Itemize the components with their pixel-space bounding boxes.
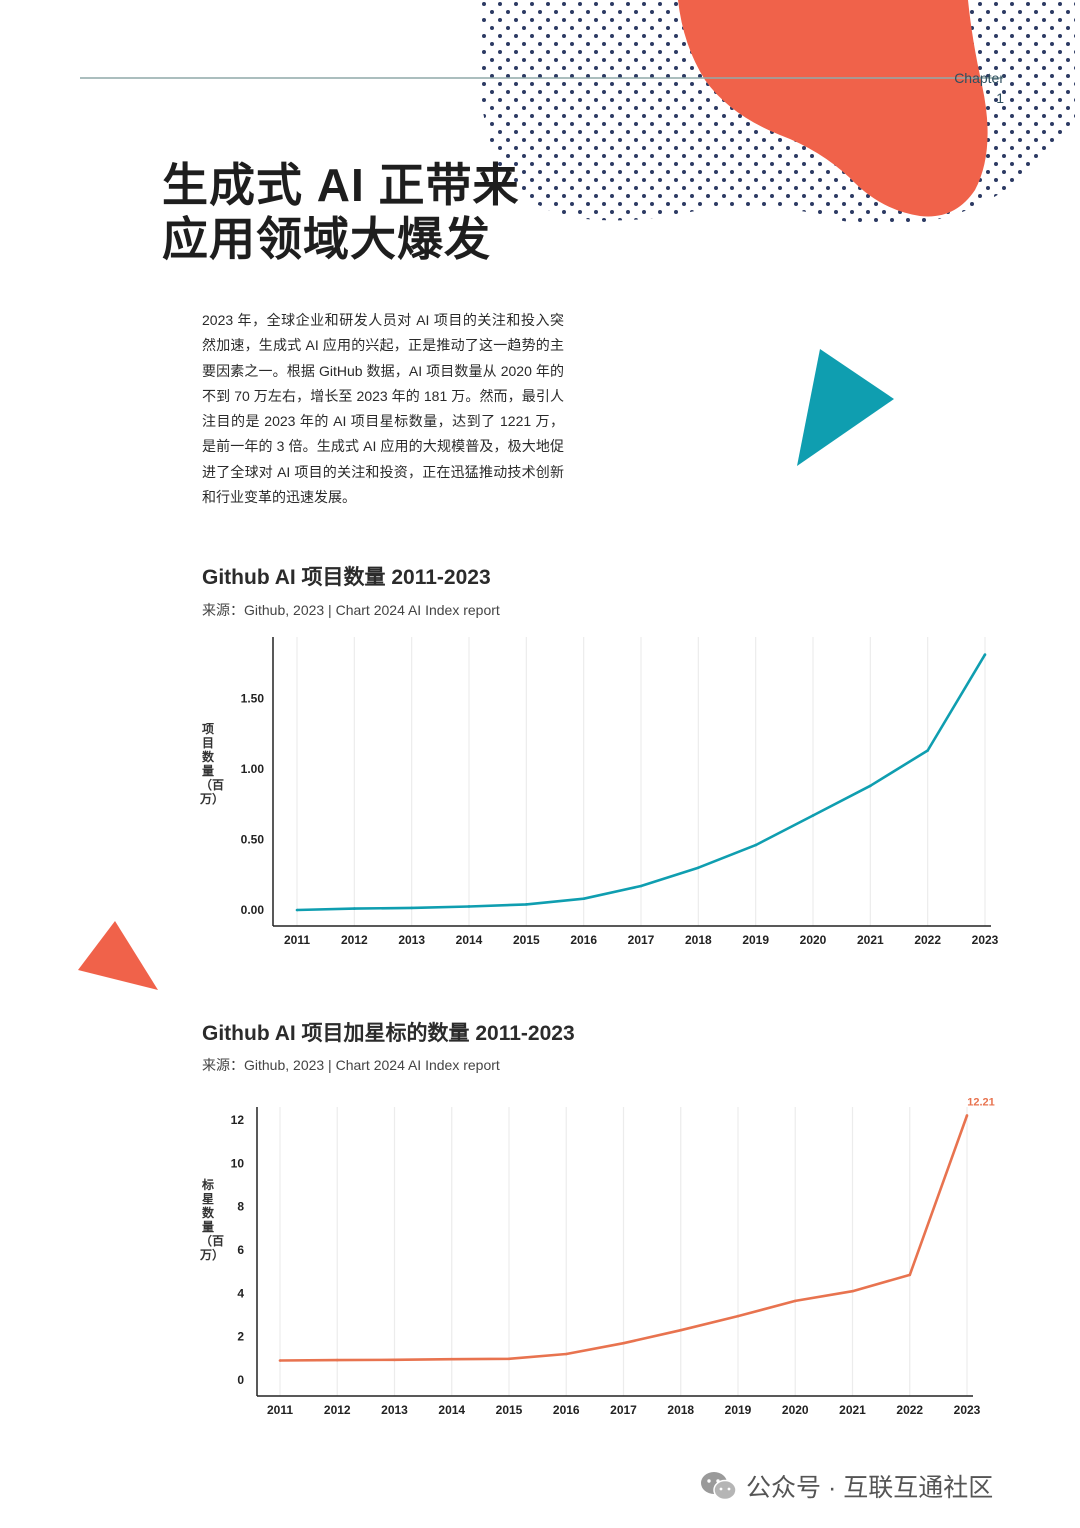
chart2-x-tick-label: 2017 <box>610 1403 637 1417</box>
chart2-data-point <box>507 1357 511 1361</box>
chart1-data-point <box>869 784 872 788</box>
chart2-x-tick-label: 2011 <box>267 1403 293 1417</box>
chart1-x-tick-label: 2012 <box>341 933 368 947</box>
chart2-data-point <box>335 1358 339 1362</box>
chart2-x-tick-label: 2020 <box>782 1403 809 1417</box>
chart2-x-tick-label: 2013 <box>381 1403 408 1417</box>
chart1-x-tick-label: 2014 <box>456 933 483 947</box>
chart1-data-point <box>697 866 700 869</box>
chapter-word: Chapter <box>954 70 1004 86</box>
chart2-source: 来源：Github, 2023 | Chart 2024 AI Index re… <box>202 1057 500 1073</box>
page-title: 生成式 AI 正带来 应用领域大爆发 <box>162 158 520 266</box>
chart2-title: Github AI 项目加星标的数量 2011-2023 <box>202 1022 575 1045</box>
chart2-y-tick-label: 12 <box>231 1113 245 1127</box>
chart2-x-tick-label: 2021 <box>839 1403 866 1417</box>
chart1-data-point <box>467 905 471 908</box>
chart2-data-point <box>393 1358 396 1362</box>
chart1-data-point <box>926 749 929 752</box>
chart1-x-tick-label: 2013 <box>398 933 425 947</box>
chart1-source: 来源：Github, 2023 | Chart 2024 AI Index re… <box>202 602 500 618</box>
chart2-data-point <box>278 1359 282 1362</box>
chart1-y-tick-label: 1.00 <box>241 762 265 776</box>
chart2-y-tick-label: 8 <box>237 1200 244 1214</box>
chart1-x-tick-label: 2018 <box>685 933 712 947</box>
chart2-data-point <box>908 1273 912 1277</box>
chart2-y-tick-label: 10 <box>231 1156 245 1170</box>
chart2-x-tick-label: 2014 <box>438 1403 465 1417</box>
chart1-data-point <box>639 884 643 888</box>
title-line-1: 生成式 AI 正带来 <box>162 159 520 211</box>
chart1-x-tick-label: 2022 <box>914 933 941 947</box>
chart2-data-point <box>679 1328 683 1332</box>
chart1-x-tick-label: 2019 <box>742 933 769 947</box>
chart2-data-point <box>736 1314 740 1318</box>
chart1-x-tick-label: 2011 <box>284 933 310 947</box>
chart2-x-tick-label: 2018 <box>667 1403 694 1417</box>
chart2-x-tick-label: 2012 <box>324 1403 351 1417</box>
chart2-y-tick-label: 4 <box>237 1286 244 1300</box>
chart1-data-point <box>525 903 528 906</box>
chart1-data-point <box>353 907 356 910</box>
title-line-2: 应用领域大爆发 <box>162 213 491 265</box>
coral-triangle <box>78 921 158 990</box>
chart2-x-tick-label: 2022 <box>896 1403 923 1417</box>
chart2-x-tick-label: 2016 <box>553 1403 580 1417</box>
chart1-data-point <box>754 843 757 847</box>
chart1-data-point <box>983 653 987 656</box>
chart2-data-point <box>564 1352 568 1356</box>
chart1-title: Github AI 项目数量 2011-2023 <box>202 566 491 589</box>
teal-triangle <box>797 349 894 466</box>
chart2-x-tick-label: 2015 <box>496 1403 523 1417</box>
chart1-y-tick-label: 0.00 <box>241 903 265 917</box>
chart2-x-tick-label: 2023 <box>954 1403 981 1417</box>
chart2-data-point <box>622 1341 625 1345</box>
chart1-data-point <box>811 814 815 817</box>
chart2-x-tick-label: 2019 <box>725 1403 752 1417</box>
footer-text: 公众号 · 互联互通社区 <box>746 1474 994 1502</box>
chapter-number: 1 <box>996 90 1004 106</box>
chart2-y-tick-label: 0 <box>237 1373 244 1387</box>
footer: 公众号 · 互联互通社区 <box>700 1466 993 1506</box>
chart1-x-tick-label: 2021 <box>857 933 884 947</box>
wechat-icon <box>701 1472 737 1501</box>
intro-paragraph: 2023 年，全球企业和研发人员对 AI 项目的关注和投入突然加速，生成式 AI… <box>202 312 564 506</box>
chart1-y-tick-label: 0.50 <box>241 832 265 846</box>
chart1-x-tick-label: 2023 <box>972 933 999 947</box>
chart2-data-point <box>793 1299 797 1303</box>
chart1-x-tick-label: 2020 <box>800 933 827 947</box>
chart1-y-tick-label: 1.50 <box>241 691 265 705</box>
chart2-y-tick-label: 2 <box>237 1330 244 1344</box>
chart2-end-data-label: 12.21 <box>967 1096 995 1108</box>
chart1-data-point <box>410 906 413 910</box>
chart1-data-point <box>582 897 585 901</box>
chart1-x-tick-label: 2017 <box>628 933 655 947</box>
chart1-x-tick-label: 2015 <box>513 933 540 947</box>
chart2-data-point <box>450 1357 454 1361</box>
chart2-data-point <box>965 1114 969 1117</box>
coral-blob <box>678 0 988 217</box>
chart1-x-tick-label: 2016 <box>570 933 597 947</box>
chapter-label: Chapter 1 <box>930 68 1004 108</box>
chart2-data-point <box>851 1289 854 1293</box>
chart2-y-tick-label: 6 <box>237 1243 244 1257</box>
chart1-data-point <box>295 908 299 912</box>
